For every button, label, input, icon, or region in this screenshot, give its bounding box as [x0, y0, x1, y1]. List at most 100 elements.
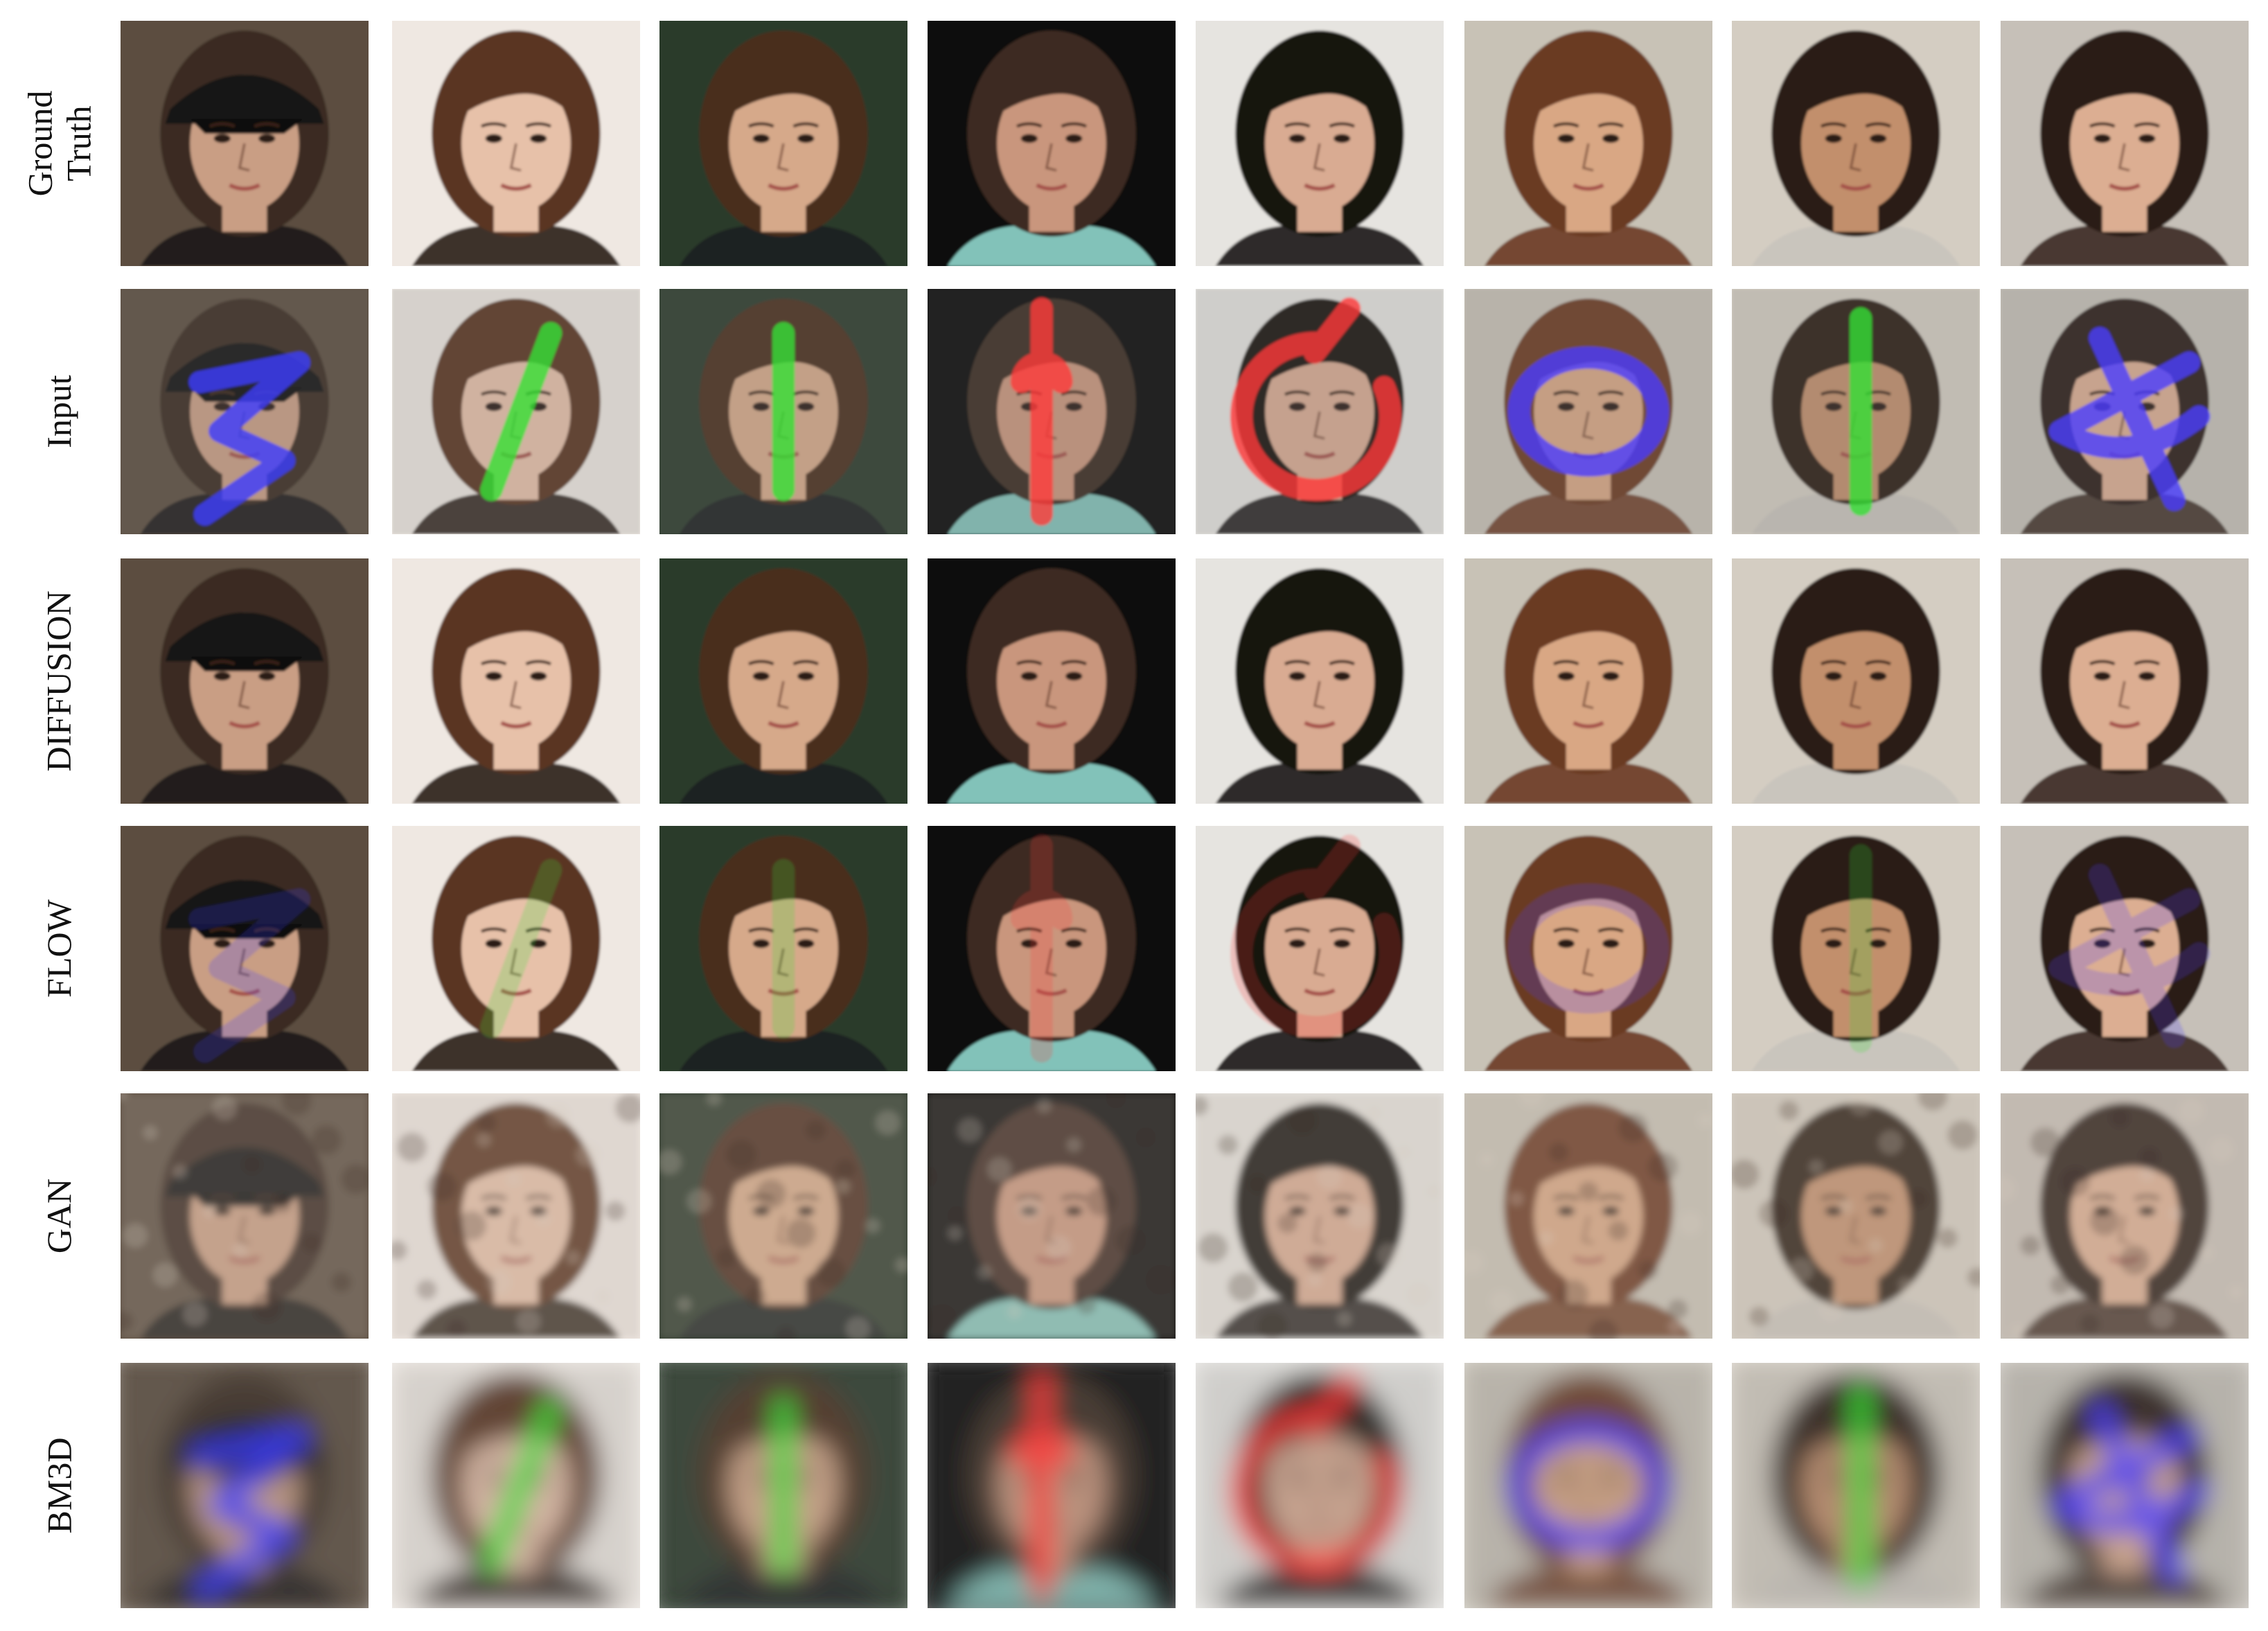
face-image-graphic: [659, 1093, 907, 1339]
face-image: [392, 826, 640, 1071]
face-image: [659, 21, 907, 266]
face-image-graphic: [392, 826, 640, 1071]
face-image-graphic: [1732, 21, 1980, 266]
face-image-graphic: [1732, 1093, 1980, 1339]
face-image-graphic: [659, 558, 907, 804]
face-image-graphic: [121, 826, 369, 1071]
face-image-graphic: [121, 1363, 369, 1608]
face-image: [1732, 1363, 1980, 1608]
face-image-graphic: [392, 558, 640, 804]
face-image-graphic: [2001, 289, 2249, 534]
face-image-graphic: [392, 21, 640, 266]
face-image: [121, 826, 369, 1071]
face-image: [121, 558, 369, 804]
face-image-graphic: [1196, 1093, 1444, 1339]
face-image: [1196, 826, 1444, 1071]
face-image-graphic: [121, 21, 369, 266]
face-image: [392, 558, 640, 804]
row-label-text: Input: [39, 375, 78, 448]
face-image-graphic: [1196, 21, 1444, 266]
face-image: [928, 1093, 1176, 1339]
face-image: [121, 289, 369, 534]
face-image: [1196, 1093, 1444, 1339]
face-image-graphic: [392, 289, 640, 534]
row-label: FLOW: [0, 826, 118, 1071]
face-image-graphic: [1464, 21, 1712, 266]
face-image-graphic: [2001, 826, 2249, 1071]
face-image-graphic: [1464, 1363, 1712, 1608]
face-image-graphic: [1464, 558, 1712, 804]
face-image: [928, 1363, 1176, 1608]
face-image-graphic: [1464, 826, 1712, 1071]
face-image-graphic: [659, 21, 907, 266]
face-image: [659, 1363, 907, 1608]
face-image: [392, 21, 640, 266]
row-label-text: DIFFUSION: [39, 590, 79, 772]
face-image-graphic: [1196, 826, 1444, 1071]
face-image-graphic: [928, 1363, 1176, 1608]
face-image: [1464, 21, 1712, 266]
face-image-graphic: [1196, 289, 1444, 534]
face-image: [928, 826, 1176, 1071]
face-image-graphic: [1464, 289, 1712, 534]
face-image-graphic: [659, 1363, 907, 1608]
face-image: [659, 826, 907, 1071]
face-image-graphic: [659, 289, 907, 534]
row-label: GAN: [0, 1093, 118, 1339]
face-image: [2001, 558, 2249, 804]
face-image: [1732, 558, 1980, 804]
face-image-graphic: [928, 826, 1176, 1071]
row-label: Input: [0, 289, 118, 534]
face-image-graphic: [2001, 558, 2249, 804]
face-image-graphic: [2001, 1093, 2249, 1339]
face-image: [1464, 1363, 1712, 1608]
face-image-graphic: [1732, 826, 1980, 1071]
face-image: [121, 1363, 369, 1608]
face-image: [659, 558, 907, 804]
face-image: [1196, 1363, 1444, 1608]
face-image: [1196, 558, 1444, 804]
face-image: [928, 21, 1176, 266]
face-image: [392, 289, 640, 534]
face-image: [2001, 1363, 2249, 1608]
face-image: [1464, 826, 1712, 1071]
face-image: [1464, 558, 1712, 804]
row-label: DIFFUSION: [0, 558, 118, 804]
face-image: [1464, 289, 1712, 534]
face-image-graphic: [928, 558, 1176, 804]
row-label-text: GAN: [39, 1178, 78, 1254]
face-image-graphic: [121, 1093, 369, 1339]
face-image: [1196, 21, 1444, 266]
face-image-graphic: [928, 289, 1176, 534]
face-image-graphic: [2001, 21, 2249, 266]
face-image: [659, 289, 907, 534]
face-image: [121, 1093, 369, 1339]
face-image-graphic: [1464, 1093, 1712, 1339]
face-image-graphic: [392, 1363, 640, 1608]
row-label-text: FLOW: [39, 899, 78, 998]
face-image: [928, 289, 1176, 534]
face-image-graphic: [928, 21, 1176, 266]
face-image: [1464, 1093, 1712, 1339]
row-label-text: Ground Truth: [19, 90, 98, 197]
face-image: [659, 1093, 907, 1339]
face-image-graphic: [392, 1093, 640, 1339]
face-image-graphic: [1196, 558, 1444, 804]
face-image: [1732, 826, 1980, 1071]
row-label: BM3D: [0, 1363, 118, 1608]
face-image: [1732, 1093, 1980, 1339]
face-image: [1732, 21, 1980, 266]
face-image: [2001, 826, 2249, 1071]
row-label: Ground Truth: [0, 21, 118, 266]
face-image-graphic: [659, 826, 907, 1071]
face-image: [1732, 289, 1980, 534]
face-image: [392, 1363, 640, 1608]
row-label-text: BM3D: [39, 1437, 78, 1534]
face-image: [928, 558, 1176, 804]
face-image: [1196, 289, 1444, 534]
face-image: [121, 21, 369, 266]
face-image-graphic: [928, 1093, 1176, 1339]
face-image: [2001, 21, 2249, 266]
face-image-graphic: [1732, 289, 1980, 534]
